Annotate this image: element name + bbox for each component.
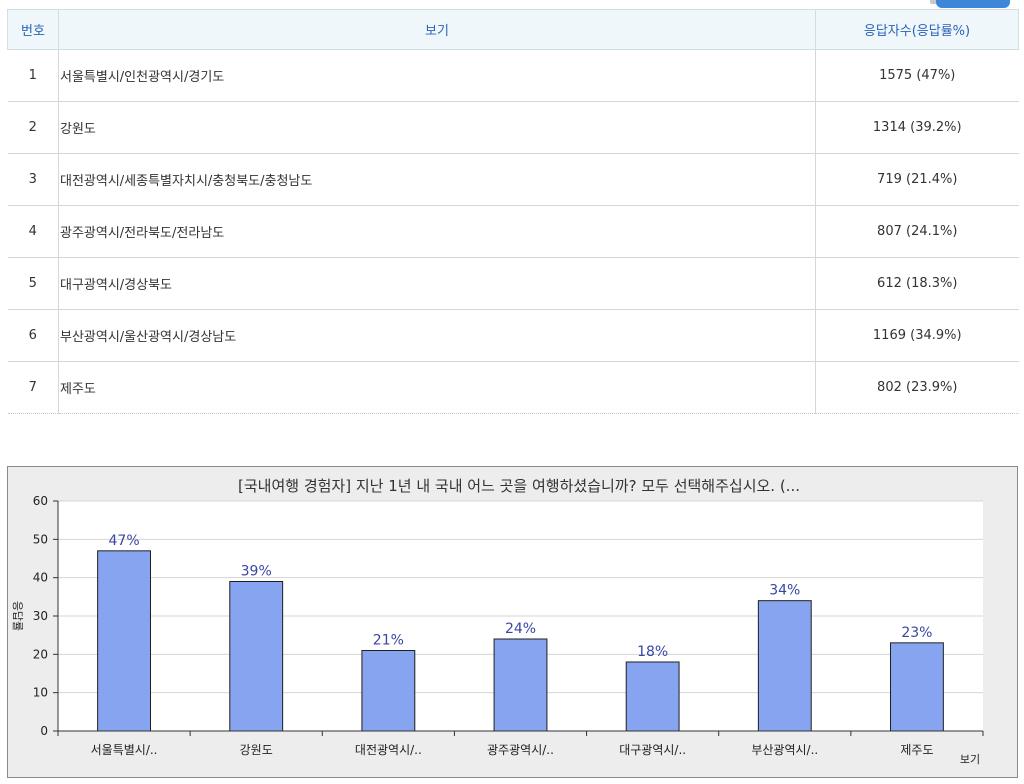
row-option: 대구광역시/경상북도 xyxy=(58,257,816,310)
row-number: 4 xyxy=(7,205,59,258)
y-tick-label: 30 xyxy=(33,609,48,623)
table-header-row: 번호 보기 응답자수(응답률%) xyxy=(7,9,1019,50)
results-table: 번호 보기 응답자수(응답률%) 1 서울특별시/인천광역시/경기도 1575 (4… xyxy=(7,9,1019,414)
table-row: 2 강원도 1314 (39.2%) xyxy=(7,101,1019,154)
row-number: 1 xyxy=(7,49,59,102)
table-row: 4 광주광역시/전라북도/전라남도 807 (24.1%) xyxy=(7,205,1019,258)
bar-data-label: 23% xyxy=(901,625,932,641)
y-axis-label: 응답률 xyxy=(11,601,24,631)
chart-title: [국내여행 경험자] 지난 1년 내 국내 어느 곳을 여행하셨습니까? 모두 … xyxy=(238,477,800,495)
row-number: 7 xyxy=(7,361,59,414)
table-row: 5 대구광역시/경상북도 612 (18.3%) xyxy=(7,257,1019,310)
header-count: 응답자수(응답률%) xyxy=(815,9,1019,50)
header-number: 번호 xyxy=(7,9,59,50)
x-category-label: 강원도 xyxy=(240,743,273,757)
bar xyxy=(757,600,812,732)
bar xyxy=(493,638,548,732)
x-category-label: 서울특별시/.. xyxy=(91,743,158,757)
top-right-controls xyxy=(924,0,1024,8)
row-count: 719 (21.4%) xyxy=(815,153,1019,206)
row-option: 서울특별시/인천광역시/경기도 xyxy=(58,49,816,102)
row-count: 1575 (47%) xyxy=(815,49,1019,102)
row-option: 부산광역시/울산광역시/경상남도 xyxy=(58,309,816,362)
bar-data-label: 18% xyxy=(637,644,668,660)
table-row: 1 서울특별시/인천광역시/경기도 1575 (47%) xyxy=(7,49,1019,102)
row-option: 강원도 xyxy=(58,101,816,154)
bar-data-label: 21% xyxy=(373,633,404,649)
row-option: 대전광역시/세종특별자치시/충청북도/충청남도 xyxy=(58,153,816,206)
y-tick-label: 20 xyxy=(33,647,48,661)
row-number: 5 xyxy=(7,257,59,310)
y-tick-label: 10 xyxy=(33,686,48,700)
row-option: 광주광역시/전라북도/전라남도 xyxy=(58,205,816,258)
bar-chart: [국내여행 경험자] 지난 1년 내 국내 어느 곳을 여행하셨습니까? 모두 … xyxy=(7,466,1018,778)
table-row: 3 대전광역시/세종특별자치시/충청북도/충청남도 719 (21.4%) xyxy=(7,153,1019,206)
axes: 0 10 20 30 40 50 60 서울특별시/.. 강원도 대전광역시/.. 광주광역시/..… xyxy=(33,494,984,757)
x-category-label: 부산광역시/.. xyxy=(751,743,818,757)
x-axis-label: 보기 xyxy=(960,753,980,766)
y-tick-label: 60 xyxy=(33,494,48,508)
bar xyxy=(229,581,284,732)
bar xyxy=(361,650,416,732)
bar-series: 47% 39% 21% 24% 18% 34% 23% xyxy=(97,533,944,732)
row-count: 807 (24.1%) xyxy=(815,205,1019,258)
y-tick-label: 40 xyxy=(33,571,48,585)
row-count: 1169 (34.9%) xyxy=(815,309,1019,362)
table-row: 6 부산광역시/울산광역시/경상남도 1169 (34.9%) xyxy=(7,309,1019,362)
bar-data-label: 24% xyxy=(505,621,536,637)
x-category-label: 광주광역시/.. xyxy=(487,743,554,757)
table-body: 1 서울특별시/인천광역시/경기도 1575 (47%) 2 강원도 1314 (39.2… xyxy=(7,49,1019,414)
bar xyxy=(890,642,944,732)
row-option: 제주도 xyxy=(58,361,816,414)
y-tick-label: 0 xyxy=(40,724,48,738)
y-tick-label: 50 xyxy=(33,532,48,546)
table-row: 7 제주도 802 (23.9%) xyxy=(7,361,1019,414)
x-category-label: 대구광역시/.. xyxy=(619,743,686,757)
bar xyxy=(97,550,152,732)
row-number: 6 xyxy=(7,309,59,362)
bar-data-label: 47% xyxy=(109,533,140,549)
row-number: 3 xyxy=(7,153,59,206)
row-count: 612 (18.3%) xyxy=(815,257,1019,310)
x-category-label: 제주도 xyxy=(900,743,933,757)
bar-data-label: 39% xyxy=(241,564,272,580)
bar xyxy=(625,661,680,732)
bar-data-label: 34% xyxy=(769,583,800,599)
action-button[interactable] xyxy=(936,0,1010,8)
row-count: 802 (23.9%) xyxy=(815,361,1019,414)
row-count: 1314 (39.2%) xyxy=(815,101,1019,154)
header-option: 보기 xyxy=(58,9,816,50)
x-category-label: 대전광역시/.. xyxy=(355,743,422,757)
row-number: 2 xyxy=(7,101,59,154)
chart-canvas: [국내여행 경험자] 지난 1년 내 국내 어느 곳을 여행하셨습니까? 모두 … xyxy=(11,477,984,766)
